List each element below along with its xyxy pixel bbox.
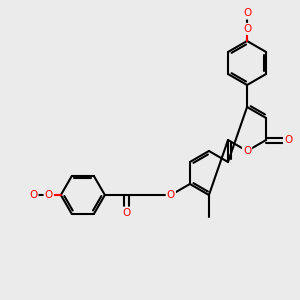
Text: O: O [243, 146, 251, 156]
Text: O: O [243, 24, 251, 34]
Text: O: O [45, 190, 53, 200]
Text: O: O [123, 208, 131, 218]
Text: O: O [284, 135, 292, 145]
Text: O: O [243, 8, 251, 19]
Text: O: O [167, 190, 175, 200]
Text: O: O [29, 190, 38, 200]
